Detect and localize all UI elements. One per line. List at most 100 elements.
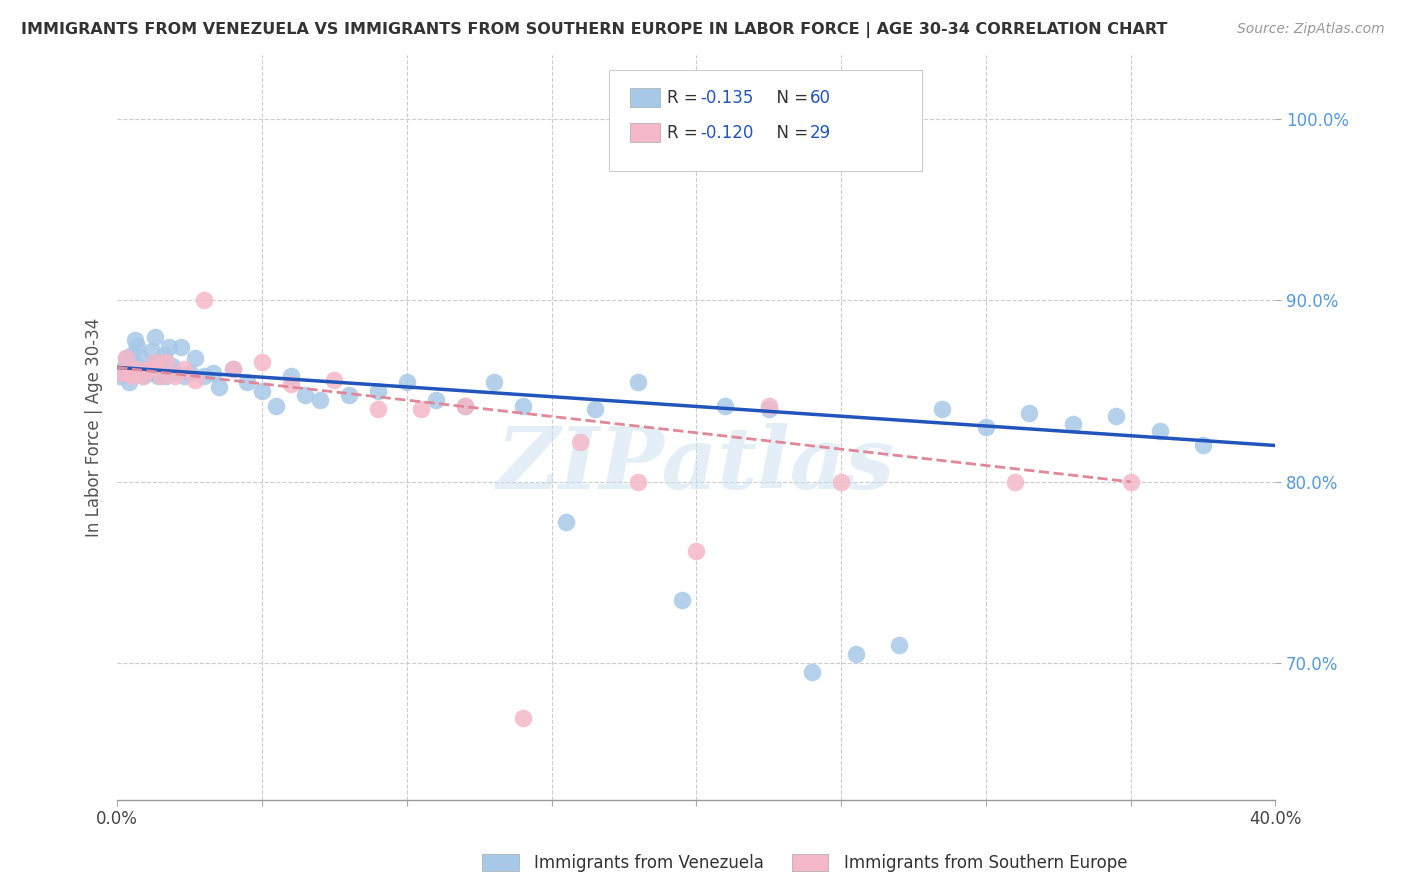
Point (266, 399, 288, 413)
Point (152, 348, 174, 362)
FancyBboxPatch shape (630, 88, 661, 107)
Point (555, 515, 578, 529)
Point (294, 387, 316, 401)
Text: R =: R = (668, 88, 703, 106)
Point (149, 369, 172, 384)
Point (108, 366, 131, 380)
Point (367, 402, 389, 417)
Point (160, 359, 183, 373)
FancyBboxPatch shape (609, 70, 922, 170)
Point (141, 344, 163, 359)
Point (1018, 406, 1040, 420)
FancyBboxPatch shape (630, 123, 661, 142)
Point (118, 375, 141, 389)
Point (129, 350, 152, 364)
Point (337, 387, 360, 401)
Text: -0.120: -0.120 (700, 124, 754, 142)
Point (627, 475, 650, 489)
Point (121, 348, 143, 362)
Point (193, 369, 215, 384)
Point (121, 366, 143, 380)
Point (367, 384, 389, 398)
Y-axis label: In Labor Force | Age 30-34: In Labor Force | Age 30-34 (86, 318, 103, 537)
Point (138, 362, 160, 376)
Point (250, 384, 273, 398)
Point (132, 369, 155, 384)
Point (118, 366, 141, 380)
Point (179, 366, 201, 380)
Point (887, 638, 910, 652)
Point (170, 341, 193, 355)
Text: Immigrants from Southern Europe: Immigrants from Southern Europe (844, 855, 1128, 872)
Point (127, 359, 149, 373)
Point (453, 399, 475, 413)
Point (482, 375, 505, 389)
Point (173, 362, 195, 376)
Text: IMMIGRANTS FROM VENEZUELA VS IMMIGRANTS FROM SOUTHERN EUROPE IN LABOR FORCE | AG: IMMIGRANTS FROM VENEZUELA VS IMMIGRANTS … (21, 22, 1167, 38)
Point (165, 369, 187, 384)
Point (121, 369, 143, 384)
Point (569, 434, 592, 449)
Point (132, 369, 155, 384)
Point (1105, 409, 1128, 424)
Point (146, 369, 169, 384)
Point (115, 351, 138, 366)
Point (830, 475, 852, 489)
Point (157, 341, 180, 355)
Point (250, 355, 273, 369)
Text: ZIPatlas: ZIPatlas (498, 423, 896, 507)
Point (108, 369, 131, 384)
Point (143, 355, 166, 369)
Point (425, 393, 447, 408)
Text: Source: ZipAtlas.com: Source: ZipAtlas.com (1237, 22, 1385, 37)
Point (583, 402, 606, 417)
Point (111, 362, 134, 376)
Point (395, 375, 418, 389)
Point (974, 420, 997, 434)
Point (627, 375, 650, 389)
Point (149, 362, 172, 376)
Point (1149, 424, 1171, 438)
Point (714, 399, 737, 413)
Point (165, 366, 187, 380)
Point (512, 399, 534, 413)
Text: -0.135: -0.135 (700, 88, 754, 106)
Text: Immigrants from Venezuela: Immigrants from Venezuela (534, 855, 763, 872)
Text: N =: N = (766, 124, 813, 142)
Point (309, 393, 332, 408)
Text: R =: R = (668, 124, 703, 142)
Point (193, 293, 215, 308)
Point (844, 647, 866, 661)
Point (1119, 475, 1142, 489)
Point (1004, 475, 1026, 489)
Point (135, 362, 157, 376)
Point (411, 402, 433, 417)
Point (143, 329, 166, 343)
Point (207, 380, 229, 394)
Point (280, 376, 302, 391)
Text: N =: N = (766, 88, 813, 106)
Point (184, 373, 207, 387)
Point (184, 351, 207, 366)
Point (323, 373, 346, 387)
Point (931, 402, 953, 417)
Point (173, 369, 195, 384)
Point (758, 402, 780, 417)
Point (143, 355, 166, 369)
Point (115, 351, 138, 366)
Point (138, 366, 160, 380)
Point (127, 362, 149, 376)
Point (222, 362, 245, 376)
Point (236, 375, 259, 389)
Point (127, 338, 149, 352)
Point (801, 665, 824, 680)
Point (512, 711, 534, 725)
Point (1192, 438, 1215, 452)
Point (671, 592, 693, 607)
Point (155, 355, 177, 369)
Point (222, 362, 245, 376)
Point (201, 366, 224, 380)
Point (685, 543, 707, 558)
Point (453, 399, 475, 413)
Text: 60: 60 (810, 88, 831, 106)
